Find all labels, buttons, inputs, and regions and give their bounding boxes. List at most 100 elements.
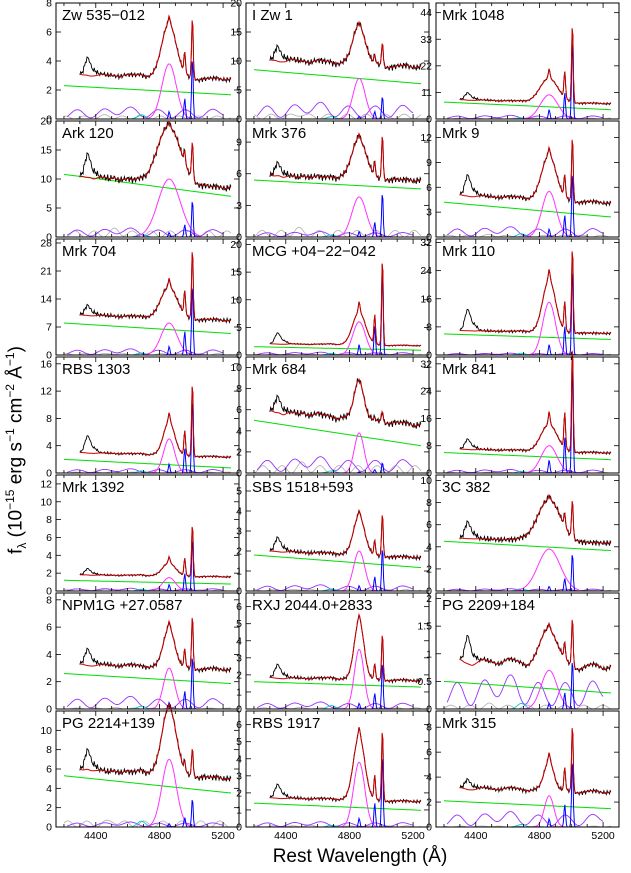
host-component — [253, 461, 422, 474]
y-tick-label: 21 — [40, 266, 52, 278]
panel-title: MCG +04−22−042 — [252, 243, 376, 260]
y-tick-label: 12 — [40, 478, 52, 490]
powerlaw-component — [63, 673, 231, 684]
y-tick-label: 5 — [236, 486, 242, 498]
y-tick-label: 8 — [46, 744, 52, 756]
y-tick-label: 10 — [40, 725, 52, 737]
powerlaw-component — [64, 775, 232, 794]
feii-component — [446, 811, 604, 826]
y-tick-label: 6 — [46, 532, 52, 544]
spectrum-panel: 0 1 2 3 4 5 SBS 1518+593 — [236, 474, 430, 598]
powerlaw-component — [254, 681, 421, 688]
panel-title: 3C 382 — [442, 479, 490, 496]
y-tick-label: 6 — [236, 601, 242, 613]
y-tick-label: 4 — [426, 541, 432, 553]
y-tick-label: 4 — [46, 550, 52, 562]
y-tick-label: 10 — [40, 174, 52, 186]
panel-title: Mrk 315 — [442, 715, 496, 732]
y-tick-label: 10 — [230, 56, 242, 68]
powerlaw-component — [254, 346, 421, 351]
panel-title: Mrk 9 — [442, 125, 480, 142]
observed-spectrum — [269, 264, 422, 347]
spectrum-panel: 0 2 4 6 8 10 3C 382 — [420, 474, 620, 598]
oiii-component — [539, 663, 581, 710]
spectrum-panel: 0 4 8 12 16 RBS 1303 — [40, 356, 240, 480]
y-tick-label: 0 — [426, 704, 432, 716]
host-component — [253, 226, 422, 238]
y-tick-label: 32 — [420, 358, 432, 370]
panel-frame — [55, 356, 240, 474]
y-tick-label: 1 — [236, 686, 242, 698]
y-tick-label: 10 — [230, 294, 242, 306]
powerlaw-component — [443, 452, 611, 461]
y-tick-label: 4 — [236, 635, 242, 647]
x-tick-label: 4800 — [338, 830, 362, 842]
feii-component — [446, 674, 604, 707]
y-tick-label: 0 — [46, 704, 52, 716]
y-tick-label: 0 — [426, 586, 432, 598]
panel-frame — [435, 474, 620, 592]
panel-title: Mrk 1048 — [442, 7, 505, 24]
y-tick-label: 33 — [420, 34, 432, 46]
spectrum-panel: 0 1 2 3 4 5 6 RXJ 2044.0+2833 — [236, 592, 430, 716]
y-tick-label: 3 — [236, 770, 242, 782]
powerlaw-component — [64, 85, 232, 96]
panel-title: RXJ 2044.0+2833 — [252, 597, 373, 614]
powerlaw-component — [444, 333, 611, 340]
model-spectrum — [459, 728, 612, 794]
oiii-component — [539, 555, 581, 592]
y-tick-label: 0 — [426, 822, 432, 834]
model-spectrum — [269, 21, 422, 69]
y-tick-label: 2 — [426, 797, 432, 809]
y-tick-label: 16 — [420, 293, 432, 305]
y-tick-label: 22 — [420, 60, 432, 72]
spectrum-panel: 0 5 10 15 20 I Zw 1 — [230, 0, 430, 126]
y-tick-label: 20 — [40, 116, 52, 128]
feii-component — [256, 456, 414, 472]
powerlaw-component — [253, 419, 422, 447]
y-tick-label: 6 — [426, 182, 432, 194]
y-tick-label: 5 — [236, 618, 242, 630]
y-tick-label: 6 — [46, 27, 52, 39]
panel-title: Mrk 841 — [442, 361, 496, 378]
y-tick-label: 5 — [236, 322, 242, 334]
y-tick-label: 3 — [236, 652, 242, 664]
y-tick-label: 4 — [236, 425, 242, 437]
x-tick-label: 4800 — [528, 830, 552, 842]
y-tick-label: 2 — [46, 568, 52, 580]
model-spectrum — [459, 493, 611, 544]
y-tick-label: 15 — [230, 267, 242, 279]
panel-title: PG 2209+184 — [442, 597, 535, 614]
y-tick-label: 9 — [426, 157, 432, 169]
panel-title: NPM1G +27.0587 — [62, 597, 183, 614]
hbeta-broad-component — [515, 301, 580, 356]
powerlaw-component — [64, 458, 232, 469]
y-tick-label: 6 — [236, 719, 242, 731]
y-tick-label: 5 — [46, 203, 52, 215]
model-spectrum — [79, 703, 232, 780]
feii-component — [256, 701, 414, 709]
y-tick-label: 3 — [236, 200, 242, 212]
y-tick-label: 0 — [46, 114, 52, 126]
hbeta-broad-component — [325, 196, 390, 238]
y-tick-label: 9 — [236, 137, 242, 149]
feii-component — [66, 227, 224, 237]
panel-frame — [245, 356, 430, 474]
y-tick-label: 2 — [236, 546, 242, 558]
panel-title: RBS 1303 — [62, 361, 130, 378]
y-tick-label: 8 — [46, 594, 52, 606]
y-tick-label: 0 — [46, 468, 52, 480]
panel-frame — [245, 474, 430, 592]
powerlaw-component — [444, 800, 612, 810]
model-spectrum — [79, 14, 232, 81]
y-tick-label: 0.5 — [417, 676, 432, 688]
y-tick-label: 4 — [236, 506, 242, 518]
y-tick-label: 6 — [426, 747, 432, 759]
feii-component — [256, 101, 414, 118]
panel-title: Ark 120 — [62, 125, 114, 142]
panel-frame — [55, 474, 240, 592]
